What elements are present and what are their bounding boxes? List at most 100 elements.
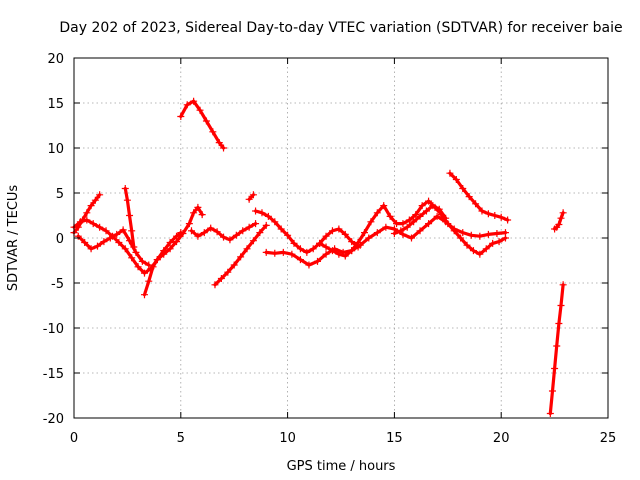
- y-tick-label: 5: [56, 187, 64, 202]
- data-point-marker: [140, 291, 148, 299]
- data-point-marker: [410, 218, 418, 226]
- data-point-marker: [459, 185, 467, 192]
- data-series: [70, 97, 567, 417]
- data-point-marker: [262, 248, 270, 256]
- data-point-marker: [433, 212, 441, 220]
- data-point-marker: [100, 238, 108, 246]
- data-point-marker: [196, 106, 204, 114]
- y-axis-label: SDTVAR / TECUs: [6, 185, 21, 292]
- series-track-6: [177, 97, 228, 152]
- data-point-marker: [213, 228, 221, 236]
- data-point-marker: [190, 209, 198, 217]
- x-tick-label: 20: [493, 431, 510, 446]
- data-point-marker: [450, 227, 458, 235]
- data-point-marker: [187, 227, 195, 235]
- data-point-marker: [123, 196, 131, 204]
- data-point-marker: [478, 207, 486, 215]
- x-axis-label: GPS time / hours: [287, 459, 396, 474]
- data-point-marker: [399, 220, 407, 228]
- data-point-marker: [548, 387, 556, 395]
- series-line: [264, 214, 508, 267]
- data-point-marker: [504, 216, 512, 224]
- data-point-marker: [416, 227, 424, 235]
- data-point-marker: [113, 230, 121, 238]
- data-point-marker: [245, 195, 253, 203]
- data-point-marker: [482, 245, 490, 253]
- data-point-marker: [74, 223, 82, 231]
- y-tick-label: -15: [43, 367, 64, 382]
- data-point-marker: [393, 220, 401, 228]
- x-tick-label: 5: [177, 431, 185, 446]
- series-track-11: [262, 212, 509, 269]
- grid-lines: [74, 58, 608, 418]
- data-point-marker: [177, 113, 185, 120]
- data-point-marker: [132, 248, 140, 256]
- data-point-marker: [399, 230, 407, 238]
- data-point-marker: [220, 233, 228, 241]
- series-track-13: [390, 202, 450, 237]
- data-point-marker: [407, 234, 415, 242]
- data-point-marker: [425, 197, 433, 205]
- data-point-marker: [194, 232, 202, 240]
- data-point-marker: [230, 261, 238, 269]
- data-point-marker: [467, 231, 475, 239]
- data-point-marker: [493, 230, 501, 237]
- series-line: [179, 99, 226, 150]
- data-point-marker: [96, 191, 104, 199]
- data-point-marker: [452, 176, 460, 183]
- series-track-2: [70, 191, 104, 237]
- data-point-marker: [484, 210, 492, 218]
- data-point-marker: [93, 242, 101, 250]
- data-point-marker: [386, 212, 394, 220]
- data-point-marker: [322, 232, 330, 240]
- data-point-marker: [416, 212, 424, 220]
- x-tick-label: 10: [279, 431, 296, 446]
- data-point-marker: [435, 205, 443, 213]
- y-tick-label: -5: [51, 277, 64, 292]
- data-point-marker: [209, 128, 217, 136]
- data-point-marker: [185, 220, 193, 228]
- data-point-marker: [211, 281, 219, 289]
- data-point-marker: [557, 214, 565, 222]
- series-track-7: [187, 220, 260, 244]
- data-point-marker: [444, 220, 452, 228]
- series-track-4: [121, 185, 138, 251]
- data-point-marker: [96, 223, 104, 231]
- data-point-marker: [232, 231, 240, 239]
- data-point-marker: [360, 229, 368, 237]
- series-track-15: [546, 281, 567, 417]
- data-point-marker: [348, 247, 356, 255]
- data-point-marker: [429, 202, 437, 210]
- series-track-10: [252, 207, 362, 256]
- data-point-marker: [190, 97, 198, 105]
- data-point-marker: [106, 234, 114, 242]
- data-point-marker: [134, 263, 142, 271]
- data-point-marker: [322, 250, 330, 258]
- data-point-marker: [418, 202, 426, 210]
- data-point-marker: [459, 229, 467, 237]
- data-point-marker: [390, 230, 398, 237]
- y-tick-label: 15: [47, 97, 64, 112]
- data-point-marker: [277, 225, 285, 233]
- data-point-marker: [328, 227, 336, 235]
- chart-title: Day 202 of 2023, Sidereal Day-to-day VTE…: [59, 20, 622, 36]
- data-point-marker: [469, 247, 477, 255]
- data-point-marker: [173, 238, 181, 246]
- data-point-marker: [365, 234, 373, 242]
- data-point-marker: [237, 253, 245, 261]
- data-point-marker: [553, 342, 561, 350]
- data-point-marker: [121, 185, 129, 192]
- data-point-marker: [382, 223, 390, 231]
- data-point-marker: [138, 257, 146, 265]
- series-track-12: [316, 197, 509, 260]
- x-tick-labels: 0 5 10 15 20 25: [70, 431, 616, 446]
- data-point-marker: [202, 117, 210, 125]
- series-track-14: [446, 169, 512, 224]
- data-point-marker: [555, 320, 563, 327]
- x-tick-label: 0: [70, 431, 78, 446]
- y-tick-label: 20: [47, 52, 64, 67]
- data-point-marker: [476, 232, 484, 240]
- data-point-marker: [341, 230, 349, 238]
- data-point-marker: [245, 223, 253, 231]
- data-point-marker: [87, 202, 95, 210]
